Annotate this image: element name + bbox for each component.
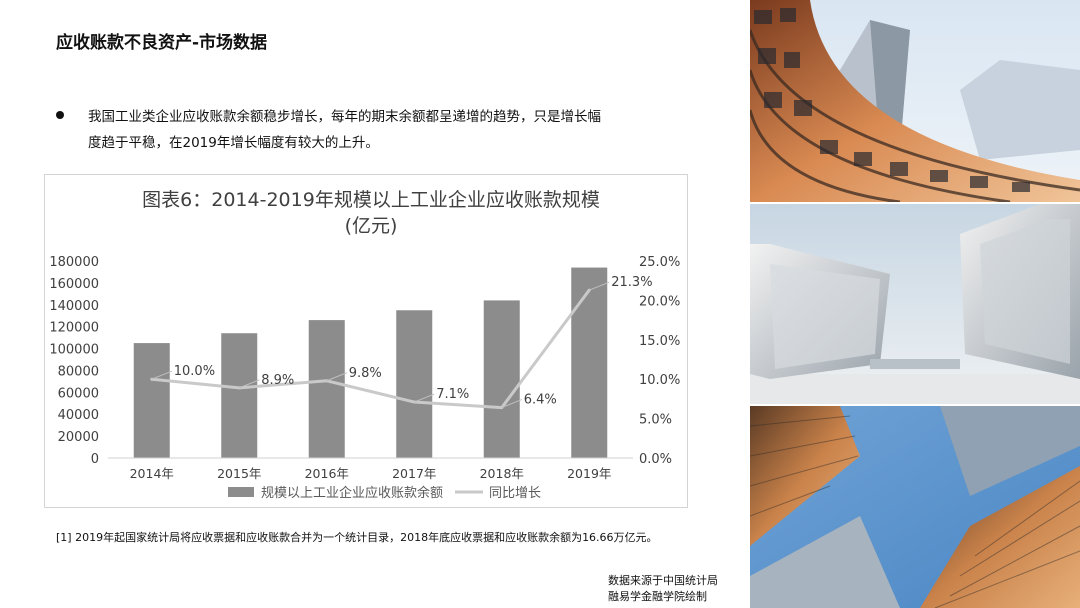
- left-tick-label: 140000: [49, 299, 99, 314]
- label-leader: [151, 370, 172, 380]
- left-tick-label: 100000: [49, 343, 99, 358]
- bullet-text: 我国工业类企业应收账款余额稳步增长，每年的期末余额都呈递增的趋势，只是增长幅 度…: [88, 104, 696, 156]
- x-tick-label: 2016年: [305, 466, 349, 481]
- combo-chart: 图表6：2014-2019年规模以上工业企业应收账款规模 (亿元) 0 20000…: [49, 189, 680, 501]
- bar-series: [133, 267, 608, 458]
- data-label: 8.9%: [261, 373, 294, 388]
- right-tick-label: 20.0%: [639, 294, 680, 309]
- angular-glass-buildings-photo: [750, 204, 1080, 404]
- source-line-2: 融易学金融学院绘制: [608, 590, 707, 603]
- curved-building-photo: [750, 0, 1080, 202]
- source-note: 数据来源于中国统计局 融易学金融学院绘制: [608, 573, 718, 605]
- data-label: 7.1%: [436, 387, 469, 402]
- data-label: 6.4%: [524, 393, 557, 408]
- left-tick-label: 20000: [58, 430, 99, 445]
- page-title: 应收账款不良资产-市场数据: [56, 33, 268, 53]
- left-axis: 0 20000 40000 60000 80000 100000 120000 140000 1…: [49, 255, 99, 467]
- bullet-line-1: 我国工业类企业应收账款余额稳步增长，每年的期末余额都呈递增的趋势，只是增长幅: [88, 109, 601, 125]
- label-leader: [414, 393, 435, 403]
- bullet-paragraph: 我国工业类企业应收账款余额稳步增长，每年的期末余额都呈递增的趋势，只是增长幅 度…: [56, 104, 696, 156]
- right-tick-label: 5.0%: [639, 413, 672, 428]
- right-axis: 0.0% 5.0% 10.0% 15.0% 20.0% 25.0%: [639, 255, 680, 467]
- x-tick-label: 2018年: [480, 466, 524, 481]
- label-leader: [326, 372, 347, 382]
- x-tick-label: 2019年: [567, 466, 611, 481]
- bar: [133, 343, 170, 458]
- line-series: 10.0% 8.9% 9.8% 7.1% 6.4% 21.3%: [150, 275, 653, 410]
- right-tick-label: 25.0%: [639, 255, 680, 270]
- label-leader: [589, 281, 610, 291]
- left-tick-label: 180000: [49, 255, 99, 270]
- footnote: [1] 2019年起国家统计局将应收票据和应收账款合并为一个统计目录，2018年…: [56, 531, 658, 544]
- label-leader: [501, 399, 522, 409]
- left-tick-label: 80000: [58, 364, 99, 379]
- chart-container: 图表6：2014-2019年规模以上工业企业应收账款规模 (亿元) 0 20000…: [44, 174, 688, 508]
- bar: [483, 300, 520, 458]
- label-leader: [239, 379, 260, 389]
- bullet-line-2: 度趋于平稳，在2019年增长幅度有较大的上升。: [88, 135, 379, 151]
- legend-bar-label: 规模以上工业企业应收账款余额: [261, 485, 443, 501]
- data-label: 9.8%: [349, 366, 382, 381]
- bar: [221, 333, 258, 458]
- left-tick-label: 120000: [49, 321, 99, 336]
- right-tick-label: 10.0%: [639, 373, 680, 388]
- right-tick-label: 15.0%: [639, 334, 680, 349]
- bar: [308, 320, 345, 458]
- chart-title: 图表6：2014-2019年规模以上工业企业应收账款规模: [142, 189, 600, 211]
- skyscrapers-upward-photo: [750, 406, 1080, 608]
- bar: [396, 310, 433, 458]
- bar: [571, 267, 608, 458]
- source-line-1: 数据来源于中国统计局: [608, 574, 718, 587]
- left-tick-label: 160000: [49, 277, 99, 292]
- bullet-dot: [56, 111, 64, 119]
- legend-line-label: 同比增长: [489, 486, 541, 501]
- x-tick-label: 2014年: [130, 466, 174, 481]
- left-tick-label: 0: [91, 452, 99, 467]
- photo-column: [750, 0, 1080, 608]
- series-line: [151, 289, 591, 410]
- x-tick-label: 2017年: [392, 466, 436, 481]
- x-axis-labels: 2014年 2015年 2016年 2017年 2018年 2019年: [130, 466, 612, 481]
- x-tick-label: 2015年: [217, 466, 261, 481]
- right-tick-label: 0.0%: [639, 452, 672, 467]
- chart-subtitle: (亿元): [345, 215, 398, 237]
- left-tick-label: 40000: [58, 408, 99, 423]
- legend-bar-swatch: [228, 487, 254, 497]
- data-label: 10.0%: [174, 364, 215, 379]
- left-tick-label: 60000: [58, 386, 99, 401]
- legend: 规模以上工业企业应收账款余额 同比增长: [228, 485, 541, 501]
- data-label: 21.3%: [611, 275, 652, 290]
